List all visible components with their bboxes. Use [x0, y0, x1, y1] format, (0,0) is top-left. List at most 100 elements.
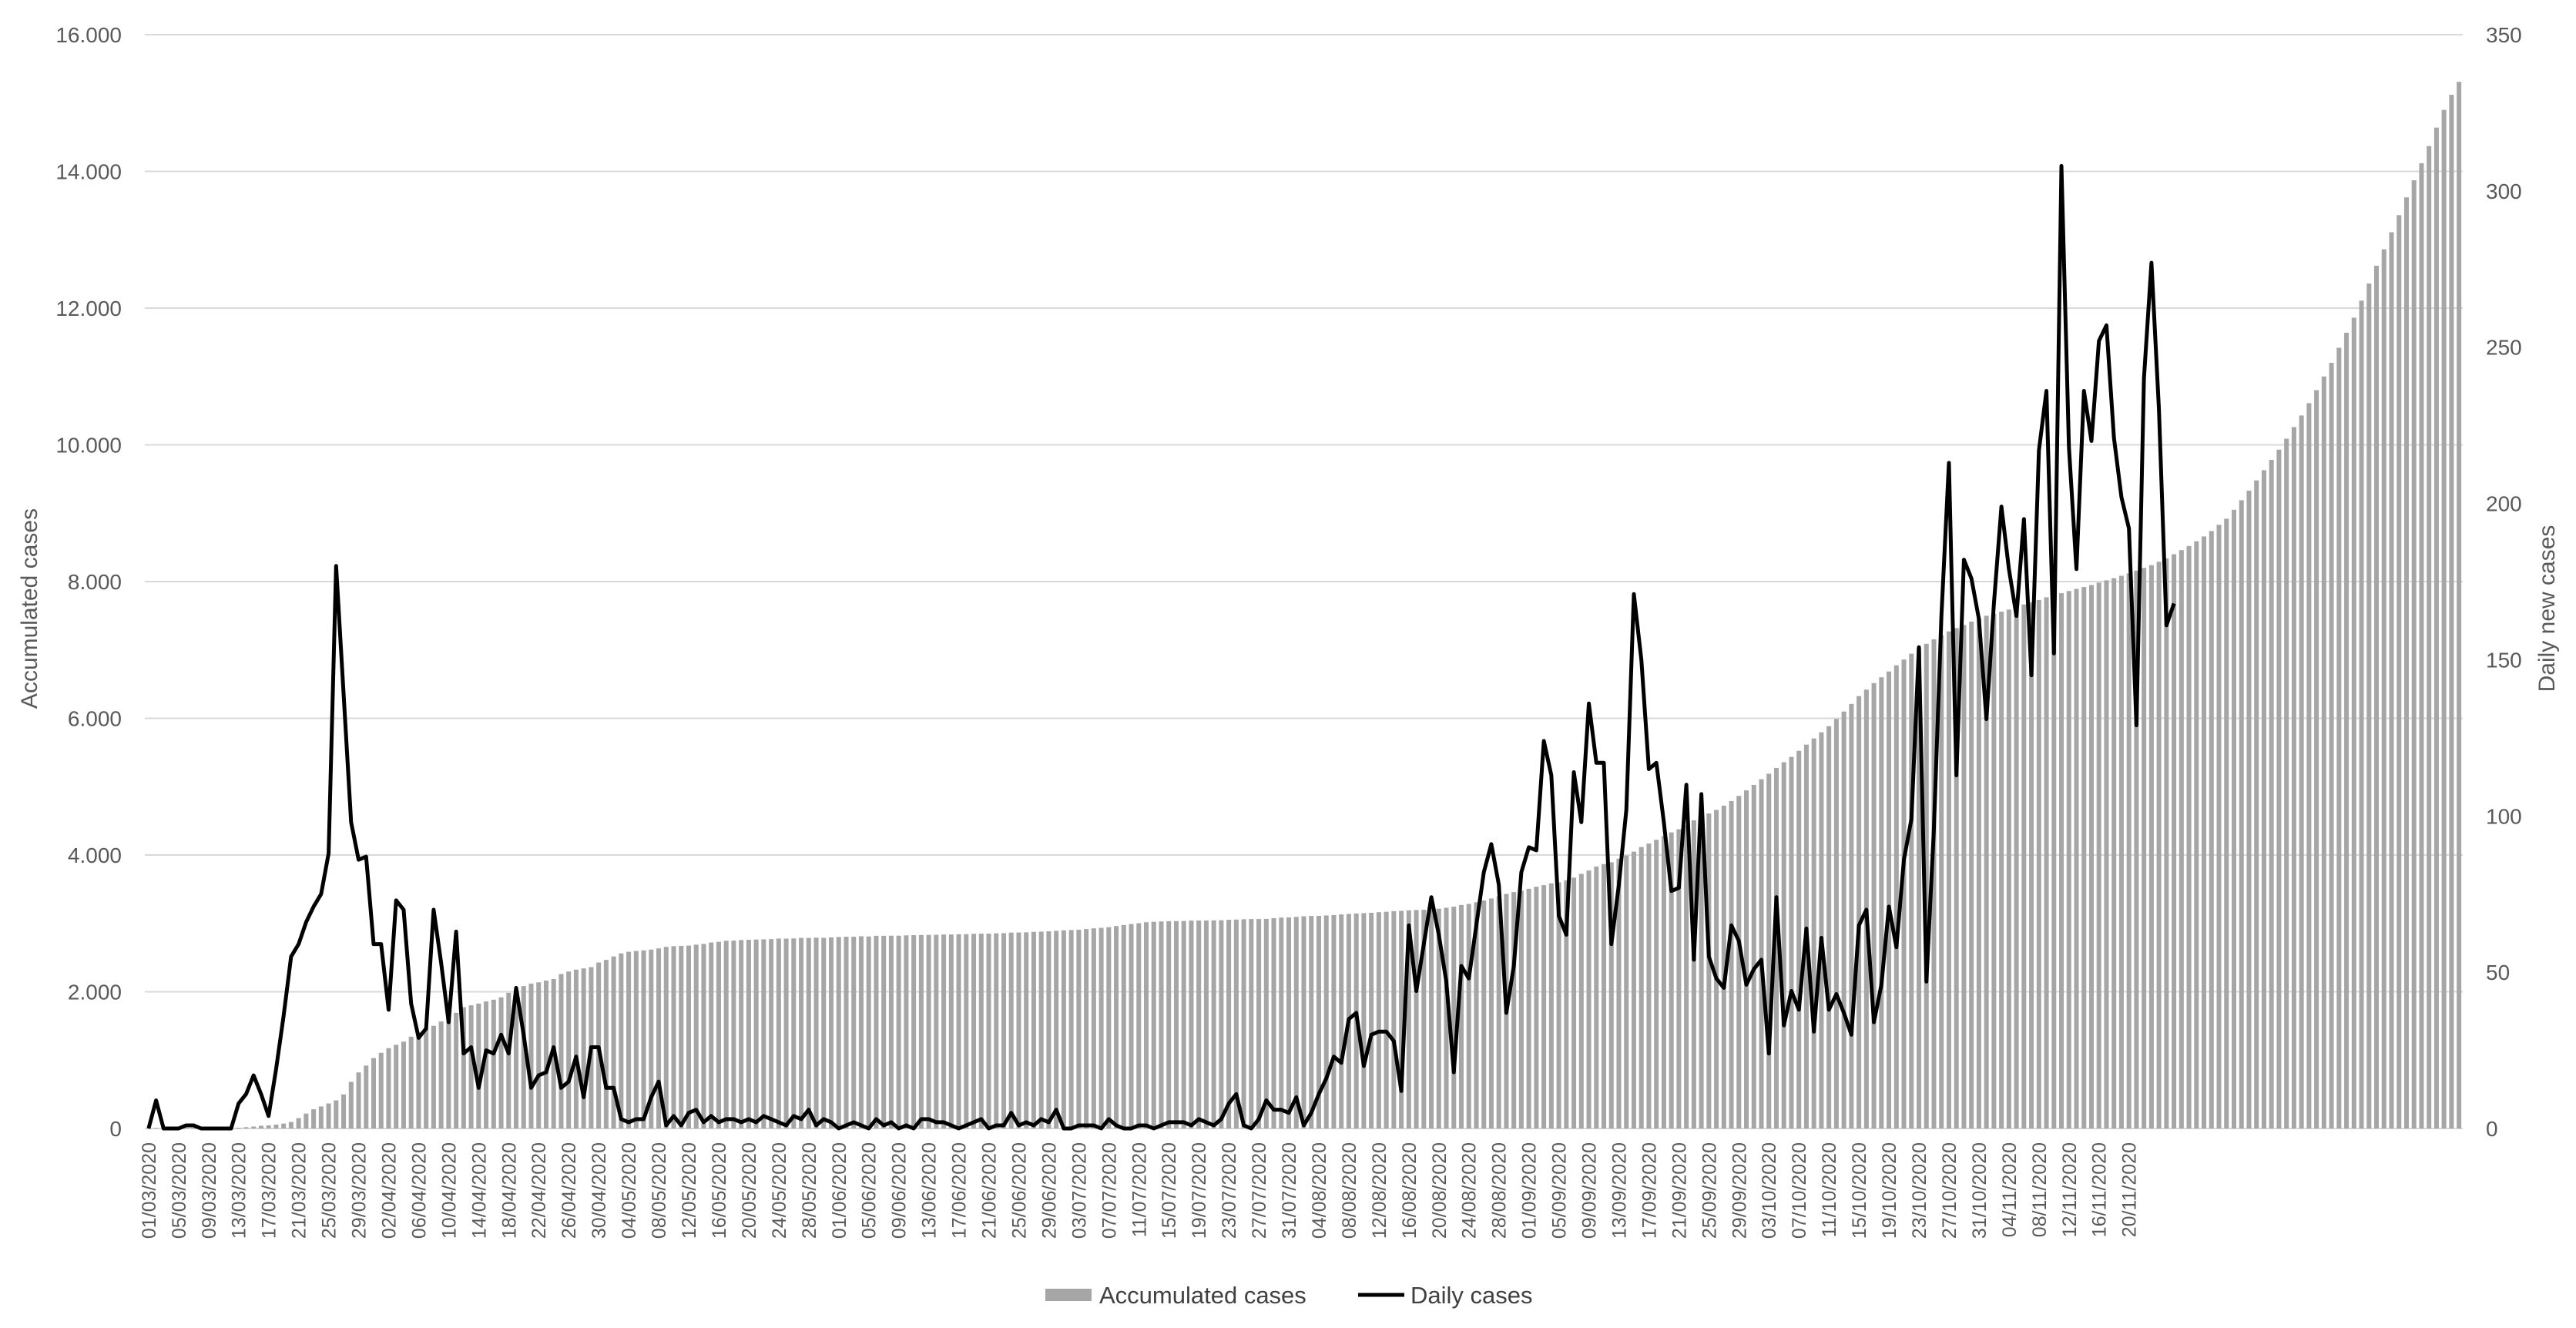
bar	[2066, 591, 2071, 1128]
bar	[2321, 376, 2326, 1128]
y-axis-title: Accumulated cases	[17, 508, 42, 709]
x-tick-label: 13/06/2020	[919, 1142, 941, 1239]
bar	[1841, 711, 1846, 1128]
x-tick-label: 01/06/2020	[829, 1142, 850, 1239]
x-tick-label: 08/08/2020	[1339, 1142, 1360, 1239]
bar	[1773, 768, 1779, 1128]
bar	[2148, 565, 2154, 1128]
bar	[603, 960, 609, 1128]
bar	[514, 991, 519, 1128]
bar	[318, 1106, 324, 1128]
bar	[491, 999, 496, 1128]
bar	[971, 934, 977, 1128]
bar	[2306, 403, 2312, 1128]
bar	[521, 986, 526, 1128]
x-tick-label: 29/09/2020	[1729, 1142, 1750, 1239]
bar	[1684, 825, 1689, 1128]
x-tick-label: 24/08/2020	[1459, 1142, 1481, 1239]
bar	[806, 937, 811, 1128]
bar	[1129, 924, 1134, 1128]
bar	[1631, 851, 1636, 1128]
bar	[1939, 635, 1944, 1128]
bar	[633, 951, 639, 1128]
y-tick-label: 2.000	[68, 981, 122, 1004]
bar	[1887, 671, 1892, 1128]
bar	[1624, 855, 1629, 1128]
y2-axis-title: Daily new cases	[2534, 525, 2560, 693]
bar	[1496, 896, 1501, 1128]
bar	[1909, 653, 1914, 1128]
bar	[1871, 682, 1877, 1128]
bar	[1076, 929, 1082, 1128]
bar	[679, 945, 684, 1128]
bar	[2359, 300, 2364, 1128]
bar	[1008, 932, 1014, 1128]
bar	[566, 971, 572, 1128]
bar	[1669, 832, 1674, 1128]
legend-label-accumulated: Accumulated cases	[1099, 1282, 1306, 1309]
bar	[2179, 550, 2184, 1128]
bar	[2389, 232, 2394, 1128]
bar	[461, 1007, 466, 1128]
x-tick-label: 26/04/2020	[558, 1142, 580, 1239]
bar	[1699, 816, 1704, 1128]
bar	[753, 939, 759, 1128]
bar	[1084, 929, 1089, 1128]
bar	[1263, 918, 1269, 1128]
x-tick-label: 01/03/2020	[139, 1142, 160, 1239]
bar	[573, 969, 579, 1128]
bar	[994, 933, 999, 1128]
bar	[1143, 922, 1149, 1128]
bar	[1286, 917, 1292, 1128]
x-tick-label: 25/09/2020	[1699, 1142, 1720, 1239]
bar	[273, 1124, 279, 1128]
bar	[918, 934, 924, 1128]
x-tick-label: 10/04/2020	[438, 1142, 460, 1239]
x-tick-label: 20/08/2020	[1429, 1142, 1451, 1239]
bar	[866, 936, 871, 1128]
bar	[2344, 332, 2350, 1129]
x-tick-label: 24/05/2020	[769, 1142, 790, 1239]
bar	[1001, 933, 1007, 1128]
bar	[1436, 908, 1441, 1128]
bar	[1744, 790, 1749, 1128]
x-tick-label: 28/08/2020	[1489, 1142, 1511, 1239]
bar	[2096, 582, 2101, 1128]
bar	[2156, 562, 2162, 1128]
bar	[476, 1003, 481, 1128]
x-tick-label: 01/09/2020	[1519, 1142, 1541, 1239]
bar	[2111, 578, 2117, 1128]
bar	[334, 1100, 339, 1128]
bar	[2142, 568, 2147, 1128]
bar	[1166, 921, 1172, 1128]
bar	[2403, 197, 2409, 1129]
bar	[1879, 677, 1884, 1128]
bar	[1564, 880, 1569, 1128]
y-tick-label: 8.000	[68, 570, 122, 594]
x-tick-label: 06/04/2020	[408, 1142, 430, 1239]
bar	[2373, 265, 2380, 1129]
bar	[1819, 732, 1824, 1128]
bar	[484, 1001, 489, 1128]
bar	[934, 934, 939, 1128]
bar	[266, 1125, 271, 1128]
y-tick-label: 10.000	[55, 434, 122, 458]
bar	[874, 935, 879, 1128]
bar	[2088, 585, 2094, 1128]
bar	[498, 997, 504, 1128]
bar	[543, 981, 548, 1128]
bar	[2449, 95, 2454, 1129]
bar	[1414, 910, 1419, 1128]
bar	[1661, 836, 1666, 1128]
bar	[424, 1028, 429, 1128]
x-tick-label: 31/07/2020	[1279, 1142, 1300, 1239]
bar	[2381, 249, 2386, 1128]
x-tick-label: 21/06/2020	[979, 1142, 1001, 1239]
bar	[581, 968, 586, 1128]
bar	[941, 934, 947, 1128]
bar	[536, 982, 542, 1128]
x-tick-label: 31/10/2020	[1969, 1142, 1991, 1239]
bar	[1691, 820, 1696, 1128]
bar	[2006, 609, 2011, 1128]
